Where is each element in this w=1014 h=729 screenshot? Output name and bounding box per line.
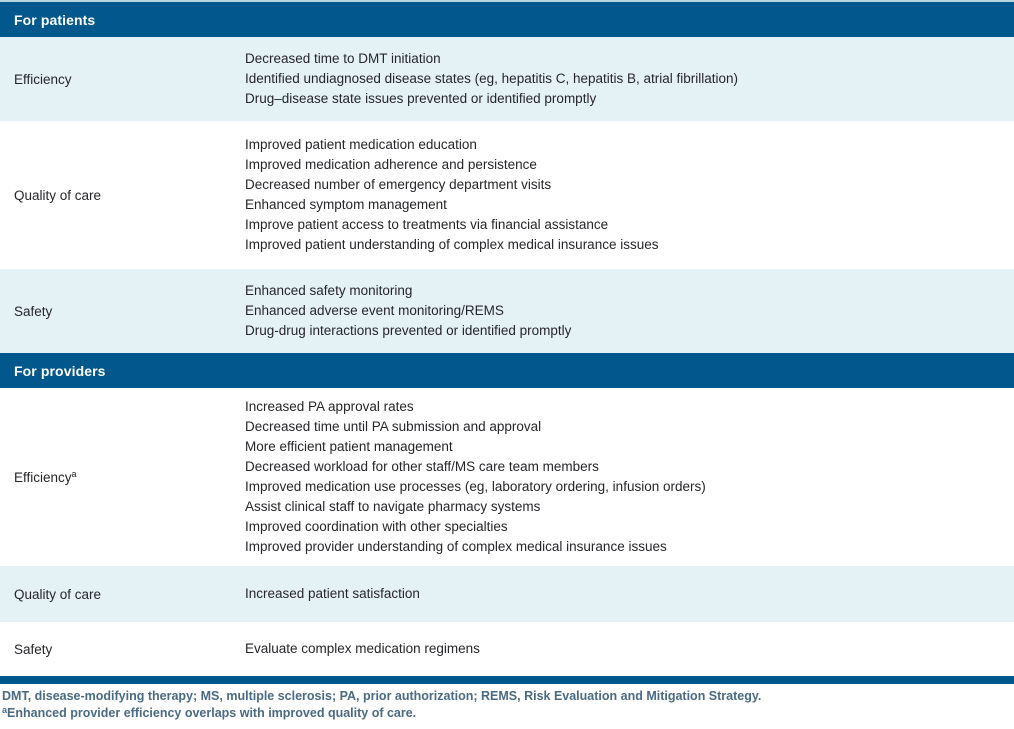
benefit-item: Identified undiagnosed disease states (e… [245, 71, 739, 86]
benefit-item: Improved coordination with other special… [245, 519, 508, 534]
benefit-list: Decreased time to DMT initiation Identifi… [245, 49, 1014, 109]
category-label: Efficiency [14, 71, 72, 87]
benefit-list: Enhanced safety monitoring Enhanced adver… [245, 281, 1014, 341]
table-footnotes: DMT, disease-modifying therapy; MS, mult… [0, 684, 1014, 722]
table-row-patients-safety: Safety Enhanced safety monitoring Enhance… [0, 269, 1014, 353]
benefit-item: Improve patient access to treatments via… [245, 217, 609, 232]
footnote-marker-superscript: a [2, 705, 8, 715]
abbreviations-footnote: DMT, disease-modifying therapy; MS, mult… [2, 689, 762, 703]
table-bottom-rule [0, 676, 1014, 684]
table-row-providers-efficiency: Efficiencya Increased PA approval rates D… [0, 388, 1014, 566]
benefit-list: Evaluate complex medication regimens [245, 639, 1014, 659]
benefit-item: Improved patient medication education [245, 137, 477, 152]
table-row-patients-efficiency: Efficiency Decreased time to DMT initiat… [0, 37, 1014, 121]
benefit-item: Drug-drug interactions prevented or iden… [245, 323, 572, 338]
section-header-for-providers: For providers [0, 353, 1014, 388]
benefit-list: Increased PA approval rates Decreased tim… [245, 397, 1014, 557]
category-label: Quality of care [14, 187, 102, 203]
section-header-label: For providers [14, 362, 106, 379]
section-header-for-patients: For patients [0, 2, 1014, 37]
benefit-item: Improved provider understanding of compl… [245, 539, 667, 554]
benefit-item: Improved medication adherence and persis… [245, 157, 537, 172]
benefit-item: Improved patient understanding of comple… [245, 237, 659, 252]
benefit-item: Enhanced symptom management [245, 197, 447, 212]
table-row-providers-quality-of-care: Quality of care Increased patient satisf… [0, 566, 1014, 622]
benefit-item: Increased patient satisfaction [245, 586, 420, 601]
table-row-patients-quality-of-care: Quality of care Improved patient medicat… [0, 121, 1014, 269]
benefit-item: Evaluate complex medication regimens [245, 641, 480, 656]
benefit-item: Improved medication use processes (eg, l… [245, 479, 706, 494]
category-label: Efficiencya [14, 468, 77, 485]
benefit-item: Enhanced safety monitoring [245, 283, 413, 298]
benefit-item: More efficient patient management [245, 439, 453, 454]
benefit-list: Increased patient satisfaction [245, 584, 1014, 604]
benefit-item: Enhanced adverse event monitoring/REMS [245, 303, 504, 318]
benefit-item: Drug–disease state issues prevented or i… [245, 91, 597, 106]
benefit-item: Decreased time to DMT initiation [245, 51, 441, 66]
benefit-item: Decreased time until PA submission and a… [245, 419, 542, 434]
benefit-item: Decreased number of emergency department… [245, 177, 552, 192]
category-label: Safety [14, 303, 53, 319]
efficiency-footnote: aEnhanced provider efficiency overlaps w… [2, 705, 417, 721]
footnote-marker-superscript: a [71, 468, 77, 479]
benefit-item: Increased PA approval rates [245, 399, 414, 414]
benefit-list: Improved patient medication education Imp… [245, 135, 1014, 255]
benefit-item: Assist clinical staff to navigate pharma… [245, 499, 541, 514]
benefit-item: Decreased workload for other staff/MS ca… [245, 459, 599, 474]
section-header-label: For patients [14, 11, 96, 28]
category-label: Safety [14, 641, 53, 657]
table-row-providers-safety: Safety Evaluate complex medication regim… [0, 622, 1014, 676]
category-label: Quality of care [14, 586, 102, 602]
